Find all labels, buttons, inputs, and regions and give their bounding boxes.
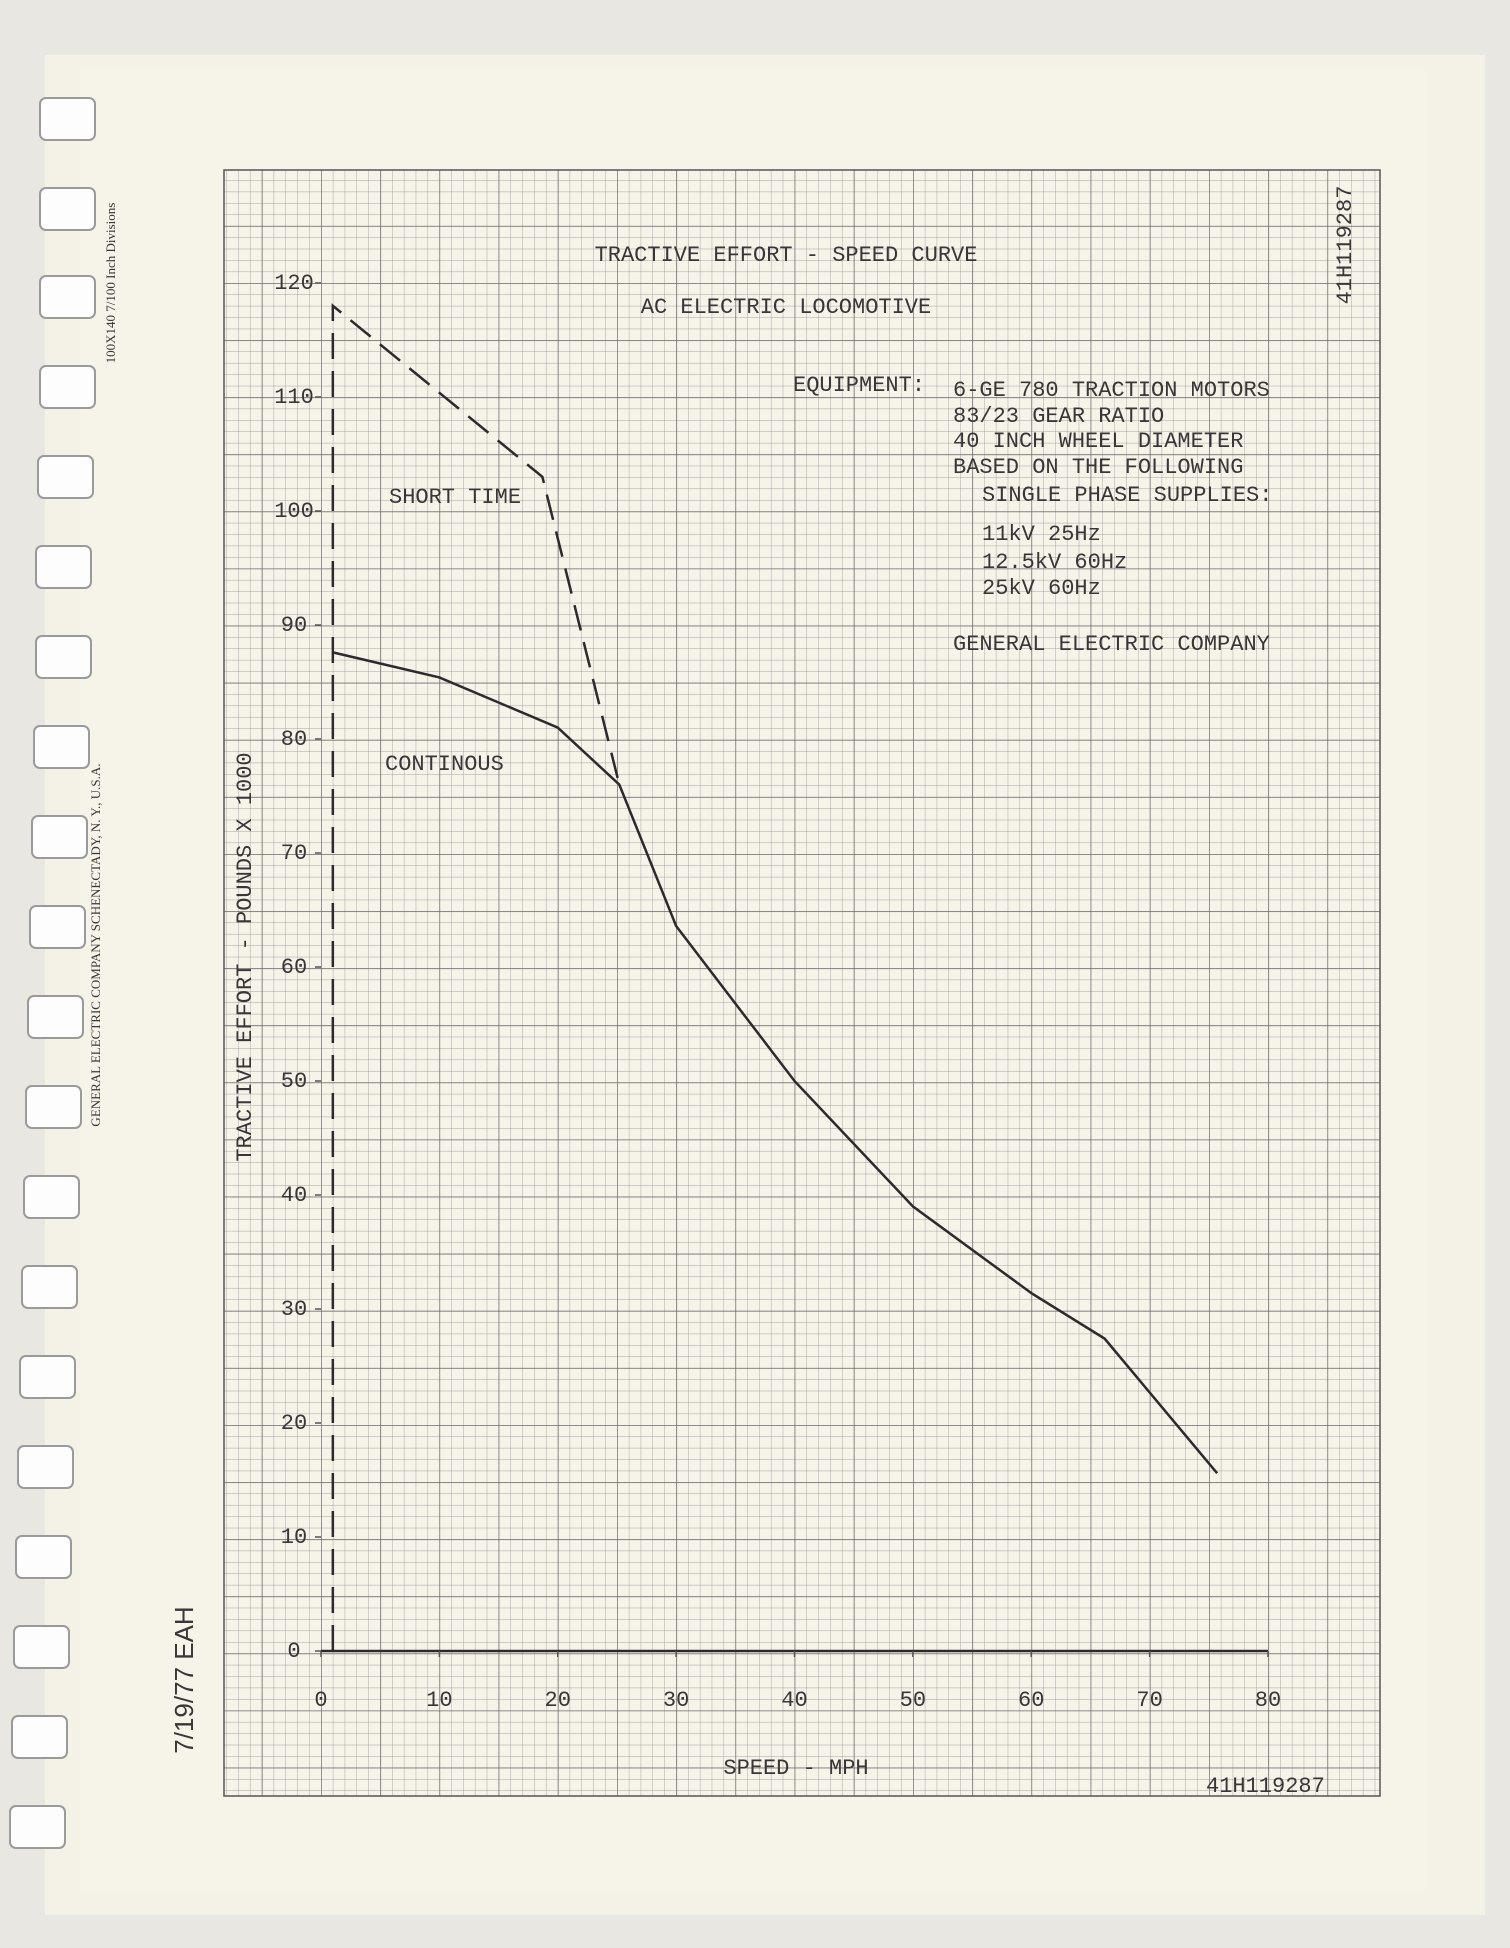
x-tick-label: 60 bbox=[1018, 1688, 1044, 1713]
equipment-line: 83/23 GEAR RATIO bbox=[953, 404, 1164, 429]
y-tick-label: 60 bbox=[281, 955, 307, 980]
drawing-number: 41H119287 bbox=[1206, 1774, 1325, 1799]
series-label: SHORT TIME bbox=[389, 485, 521, 510]
series-label: CONTINOUS bbox=[385, 752, 504, 777]
y-tick-label: 20 bbox=[281, 1411, 307, 1436]
y-tick-label: 0 bbox=[287, 1639, 300, 1664]
x-tick-label: 20 bbox=[545, 1688, 571, 1713]
y-tick-label: 110 bbox=[274, 385, 314, 410]
x-axis-label: SPEED - MPH bbox=[723, 1756, 868, 1781]
y-tick-label: 40 bbox=[281, 1183, 307, 1208]
x-tick-label: 70 bbox=[1136, 1688, 1162, 1713]
equipment-line: BASED ON THE FOLLOWING bbox=[953, 455, 1243, 480]
y-tick-label: 50 bbox=[281, 1069, 307, 1094]
x-tick-label: 50 bbox=[900, 1688, 926, 1713]
y-tick-label: 30 bbox=[281, 1297, 307, 1322]
y-tick-label: 100 bbox=[274, 499, 314, 524]
y-tick-label: 10 bbox=[281, 1525, 307, 1550]
equipment-line: 6-GE 780 TRACTION MOTORS bbox=[953, 378, 1270, 403]
y-axis-label: TRACTIVE EFFORT - POUNDS X 1000 bbox=[233, 752, 258, 1161]
x-tick-label: 40 bbox=[781, 1688, 807, 1713]
equipment-heading: EQUIPMENT: bbox=[793, 373, 925, 398]
chart-subtitle: AC ELECTRIC LOCOMOTIVE bbox=[641, 295, 931, 320]
equipment-line: 11kV 25Hz bbox=[982, 522, 1101, 547]
y-tick-label: 120 bbox=[274, 271, 314, 296]
spiral-binding bbox=[9, 97, 96, 1849]
equipment-line: 40 INCH WHEEL DIAMETER bbox=[953, 429, 1243, 454]
paper-maker: GENERAL ELECTRIC COMPANY SCHENECTADY, N.… bbox=[88, 763, 103, 1126]
equipment-line: 25kV 60Hz bbox=[982, 576, 1101, 601]
equipment-line: 12.5kV 60Hz bbox=[982, 550, 1127, 575]
y-tick-label: 70 bbox=[281, 841, 307, 866]
x-tick-label: 10 bbox=[426, 1688, 452, 1713]
y-tick-label: 80 bbox=[281, 727, 307, 752]
drawing-number: 41H119287 bbox=[1333, 186, 1358, 305]
chart-title: TRACTIVE EFFORT - SPEED CURVE bbox=[595, 243, 978, 268]
graph-paper-major bbox=[223, 169, 1381, 1797]
x-tick-label: 0 bbox=[314, 1688, 327, 1713]
equipment-line: SINGLE PHASE SUPPLIES: bbox=[982, 483, 1272, 508]
x-tick-label: 30 bbox=[663, 1688, 689, 1713]
y-tick-label: 90 bbox=[281, 613, 307, 638]
date-initials: 7/19/77 EAH bbox=[169, 1606, 199, 1753]
series-line bbox=[332, 651, 1219, 1474]
x-tick-label: 80 bbox=[1255, 1688, 1281, 1713]
paper-label: 100X140 7/100 Inch Divisions bbox=[103, 203, 118, 364]
company: GENERAL ELECTRIC COMPANY bbox=[953, 632, 1270, 657]
